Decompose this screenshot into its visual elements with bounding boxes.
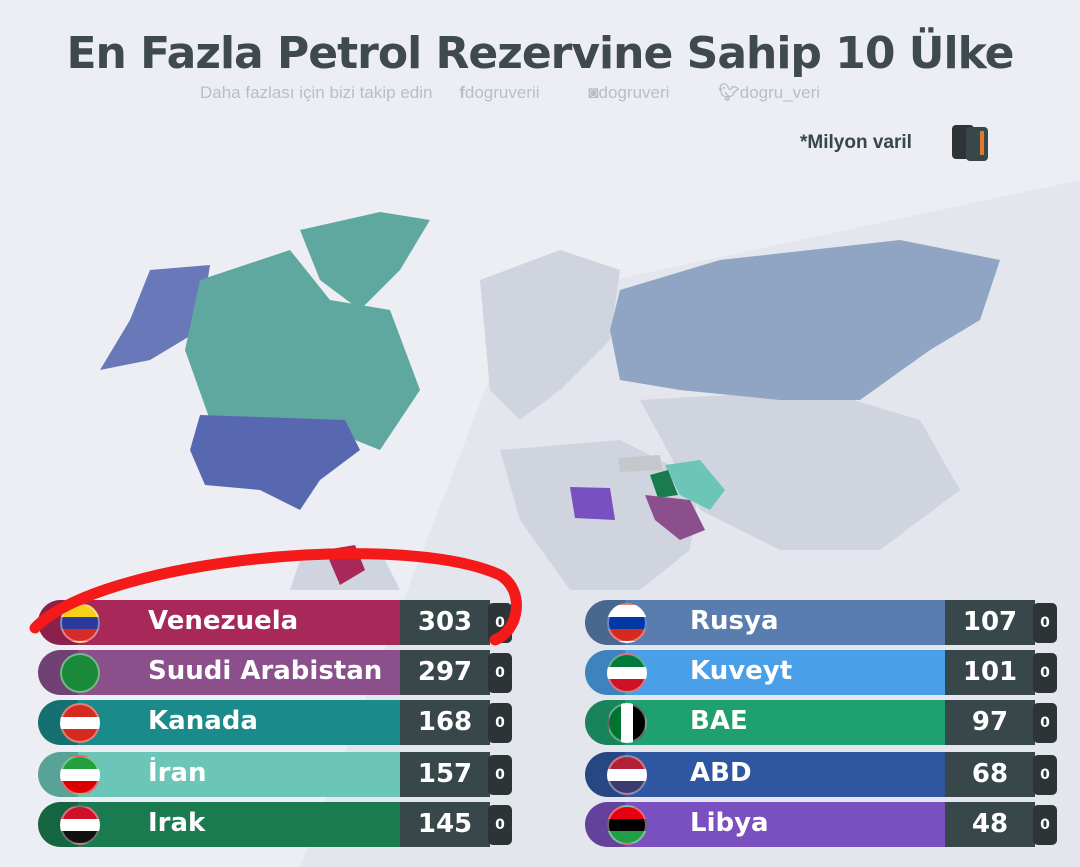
oil-barrel-icon: 0 [488,653,512,693]
russia [610,240,1000,400]
follow-text: Daha fazlası için bizi takip edin [200,83,433,102]
country-flag-icon [60,805,100,845]
country-row: Suudi Arabistan 297 0 [38,650,520,695]
social-line: Daha fazlası için bizi takip edin fdogru… [200,83,864,103]
country-row: ABD 68 0 [585,752,1065,797]
unit-note: *Milyon varil [800,132,912,153]
country-name: Rusya [690,606,779,636]
reserve-value: 303 [400,600,490,645]
oil-barrel-icon: 0 [1033,805,1057,845]
country-flag-icon [60,755,100,795]
greenland [300,212,430,310]
country-bar [625,600,945,645]
world-map [100,212,1000,590]
country-bar [78,752,400,797]
twitter-handle[interactable]: 🐦︎dogru_veri [718,83,821,102]
oil-barrel-icon [952,125,988,161]
country-name: ABD [690,758,752,788]
country-flag-icon [60,703,100,743]
saudi [645,495,705,540]
oil-barrel-icon: 0 [488,703,512,743]
country-name: Libya [690,808,769,838]
twitter-icon: 🐦︎ [718,83,740,102]
reserve-value: 48 [945,802,1035,847]
iran [665,460,725,510]
oil-barrel-icon: 0 [488,603,512,643]
country-bar [625,650,945,695]
oil-barrel-icon: 0 [488,805,512,845]
country-row: Venezuela 303 0 [38,600,520,645]
country-name: Kuveyt [690,656,793,686]
country-bar [625,700,945,745]
country-row: Rusya 107 0 [585,600,1065,645]
europe [480,250,620,420]
turkey [618,455,662,472]
oil-barrel-icon: 0 [488,755,512,795]
reserve-value: 107 [945,600,1035,645]
country-name: İran [148,758,207,788]
reserve-value: 297 [400,650,490,695]
reserve-value: 157 [400,752,490,797]
alaska [100,265,210,370]
country-bar [625,802,945,847]
country-row: BAE 97 0 [585,700,1065,745]
country-flag-icon [607,755,647,795]
reserve-value: 97 [945,700,1035,745]
oil-barrel-icon: 0 [1033,703,1057,743]
country-bar [78,802,400,847]
reserve-value: 168 [400,700,490,745]
country-name: Kanada [148,706,258,736]
canada [185,250,420,450]
country-row: Kanada 168 0 [38,700,520,745]
country-flag-icon [607,805,647,845]
asia [640,390,960,550]
oil-barrel-icon: 0 [1033,603,1057,643]
country-flag-icon [60,603,100,643]
country-flag-icon [607,603,647,643]
reserve-value: 145 [400,802,490,847]
country-name: Venezuela [148,606,299,636]
country-bar [78,650,400,695]
country-bar [78,700,400,745]
country-row: Irak 145 0 [38,802,520,847]
country-bar [625,752,945,797]
facebook-icon: f [459,83,465,102]
country-name: Suudi Arabistan [148,656,383,686]
country-row: İran 157 0 [38,752,520,797]
instagram-handle[interactable]: ◙dogruveri [588,83,670,102]
reserve-value: 68 [945,752,1035,797]
oil-barrel-icon: 0 [1033,653,1057,693]
country-name: BAE [690,706,748,736]
country-name: Irak [148,808,206,838]
usa [190,415,360,510]
reserve-value: 101 [945,650,1035,695]
oil-barrel-icon: 0 [1033,755,1057,795]
country-row: Libya 48 0 [585,802,1065,847]
facebook-handle[interactable]: fdogruverii [459,83,540,102]
country-flag-icon [60,653,100,693]
page-title: En Fazla Petrol Rezervine Sahip 10 Ülke [66,28,1014,79]
iraq [650,470,678,498]
country-flag-icon [607,653,647,693]
country-flag-icon [607,703,647,743]
libya [570,487,615,520]
country-row: Kuveyt 101 0 [585,650,1065,695]
instagram-icon: ◙ [588,83,599,102]
